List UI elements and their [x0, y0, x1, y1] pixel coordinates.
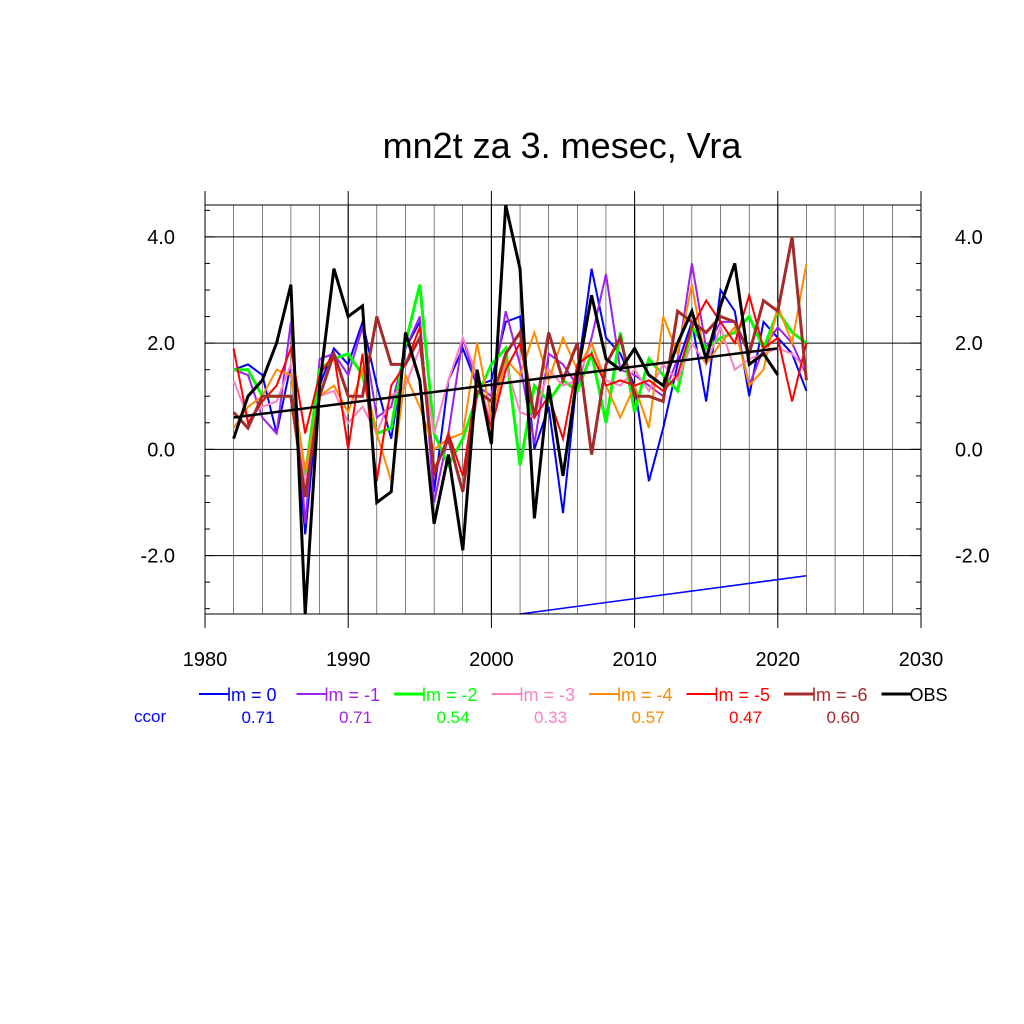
x-tick-label: 2030 [899, 649, 944, 671]
series-layer [232, 204, 808, 615]
x-tick-label: 1980 [183, 649, 228, 671]
ccor-value: 0.71 [339, 708, 372, 727]
legend-label: lm = -2 [422, 685, 478, 705]
y-tick-label-left: 4.0 [147, 227, 175, 249]
y-tick-label-right: 0.0 [955, 439, 983, 461]
ccor-value: 0.60 [826, 708, 859, 727]
plot-frame [204, 204, 922, 615]
obs-trend-line [233, 347, 778, 419]
ccor-value: 0.33 [534, 708, 567, 727]
trend-layer [233, 347, 807, 615]
series-line-3 [232, 324, 808, 487]
x-tick-label: 2020 [756, 649, 801, 671]
y-tick-label-right: 2.0 [955, 333, 983, 355]
series-line-6 [232, 236, 808, 498]
ccor-value: 0.54 [436, 708, 469, 727]
legend-label: lm = -6 [812, 685, 868, 705]
x-tick-label: 2010 [612, 649, 657, 671]
ccor-label: ccor [134, 707, 166, 726]
ccor-value: 0.71 [241, 708, 274, 727]
legend-label: lm = -3 [520, 685, 576, 705]
x-tick-label: 2000 [469, 649, 514, 671]
x-tick-label: 1990 [326, 649, 371, 671]
chart-title: mn2t za 3. mesec, Vra [383, 125, 743, 166]
axes: 1980 1990 2000 2010 2020 2030 4.0 4.0 2.0 2.0 0.0 0… [141, 191, 989, 671]
lm0-trend-line [519, 575, 807, 615]
legend-label: lm = -5 [715, 685, 771, 705]
y-tick-label-left: 0.0 [147, 439, 175, 461]
series-line-5 [232, 291, 808, 482]
ccor-value: 0.57 [631, 708, 664, 727]
y-tick-label-right: 4.0 [955, 227, 983, 249]
ccor-value: 0.47 [729, 708, 762, 727]
grid [205, 205, 921, 614]
legend-label: lm = 0 [227, 685, 277, 705]
legend-label: lm = -1 [325, 685, 381, 705]
legend: lm = 0 0.71 lm = -1 0.71 lm = -2 0.54 lm = -3 0… [199, 685, 948, 727]
y-tick-label-right: -2.0 [955, 546, 989, 568]
legend-label: OBS [910, 685, 948, 705]
y-tick-label-left: 2.0 [147, 333, 175, 355]
y-tick-label-left: -2.0 [141, 546, 175, 568]
legend-label: lm = -4 [617, 685, 673, 705]
